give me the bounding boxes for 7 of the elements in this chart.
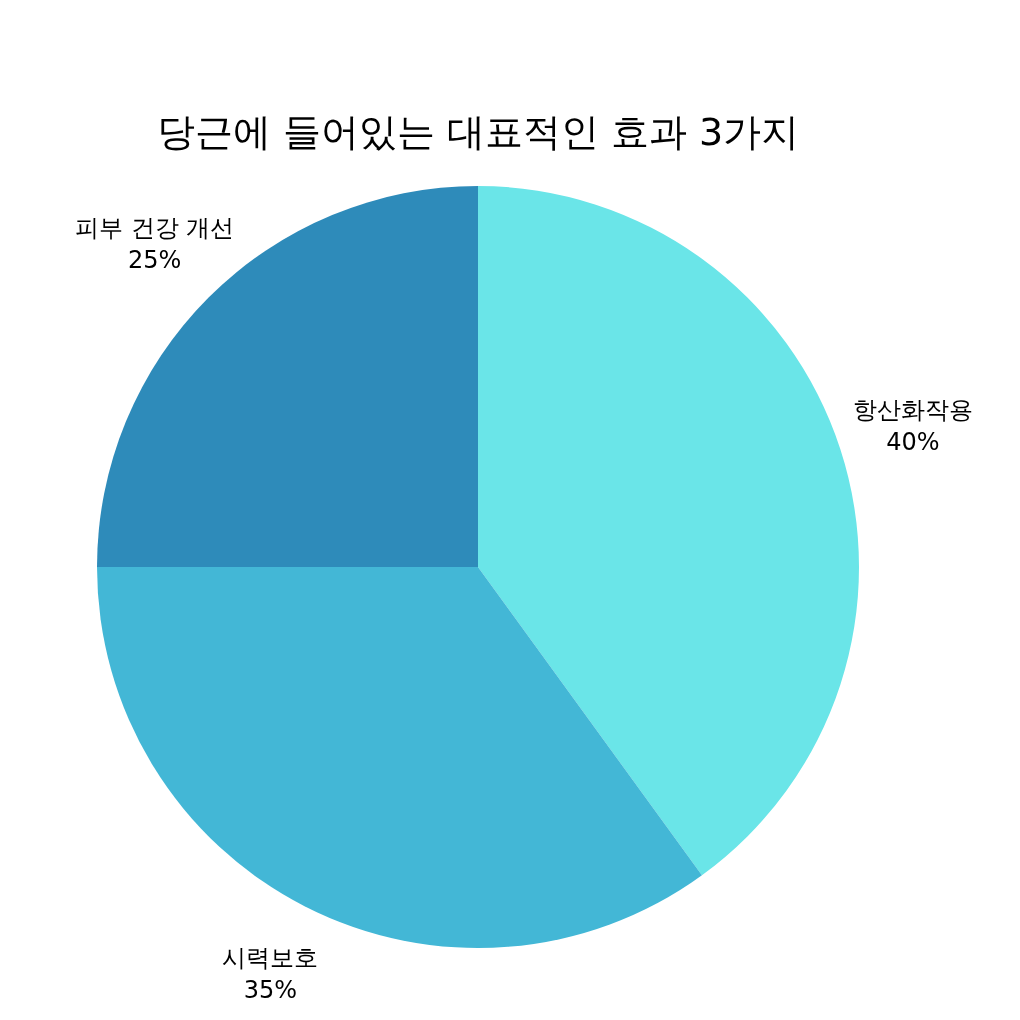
data-label: 35%: [243, 976, 298, 1005]
data-label: 40%: [886, 427, 940, 456]
slice-label: 항산화작용: [852, 395, 973, 424]
slice-label: 피부 건강 개선: [75, 213, 235, 242]
data-label: 25%: [128, 245, 182, 274]
chart-title: 당근에 들어있는 대표적인 효과 3가지: [156, 110, 800, 154]
slice-label: 시력보호: [222, 944, 319, 973]
